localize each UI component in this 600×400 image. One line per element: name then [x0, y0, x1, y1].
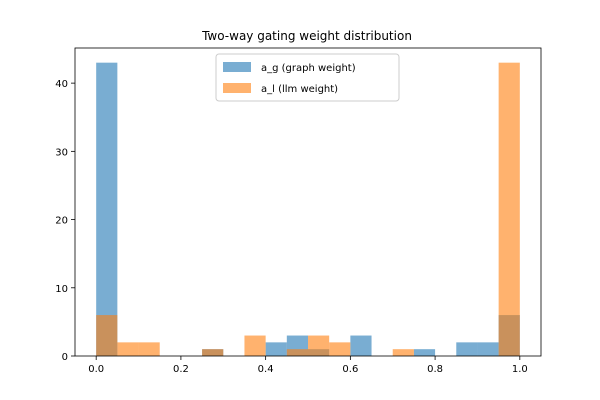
bar-a-l-5 [202, 349, 224, 356]
x-tick-label: 0.2 [173, 364, 189, 375]
bar-a-l-11 [329, 342, 351, 356]
bar-a-l-1 [117, 342, 139, 356]
x-tick-label: 0.8 [427, 364, 443, 375]
legend-swatch [223, 83, 251, 93]
bar-a-l-7 [244, 335, 266, 356]
bar-a-g-17 [456, 342, 478, 356]
x-axis-ticks: 0.0 0.2 0.4 0.6 0.8 1.0 [88, 356, 528, 375]
y-tick-label: 20 [55, 216, 68, 227]
bar-a-l-2 [138, 342, 160, 356]
legend-box [215, 53, 400, 102]
legend: a_g (graph weight) a_l (llm weight) [215, 53, 400, 102]
y-tick-label: 40 [55, 79, 68, 90]
bar-a-l-9 [286, 349, 308, 356]
bar-a-g-12 [350, 335, 372, 356]
legend-label: a_l (llm weight) [261, 84, 338, 95]
y-axis-ticks: 0 10 20 30 40 [55, 79, 75, 363]
bar-a-g-15 [413, 349, 436, 356]
bar-a-l-10 [308, 335, 330, 356]
bar-a-l-14 [392, 349, 414, 356]
x-tick-label: 0.0 [88, 364, 104, 375]
x-tick-label: 0.4 [258, 364, 274, 375]
bars-group [96, 62, 520, 357]
bar-a-g-0 [96, 62, 118, 357]
x-tick-label: 0.6 [342, 364, 358, 375]
bar-a-l-19 [498, 62, 520, 357]
axes-frame [74, 47, 542, 357]
chart-title: Two-way gating weight distribution [201, 29, 412, 43]
legend-swatch [223, 62, 251, 72]
y-tick-label: 10 [55, 284, 68, 295]
y-tick-label: 0 [62, 352, 68, 363]
y-tick-label: 30 [55, 147, 68, 158]
x-tick-label: 1.0 [512, 364, 528, 375]
bar-a-l-0 [96, 315, 118, 356]
legend-label: a_g (graph weight) [261, 63, 356, 74]
bar-a-g-8 [265, 342, 287, 356]
bar-a-g-18 [477, 342, 499, 356]
